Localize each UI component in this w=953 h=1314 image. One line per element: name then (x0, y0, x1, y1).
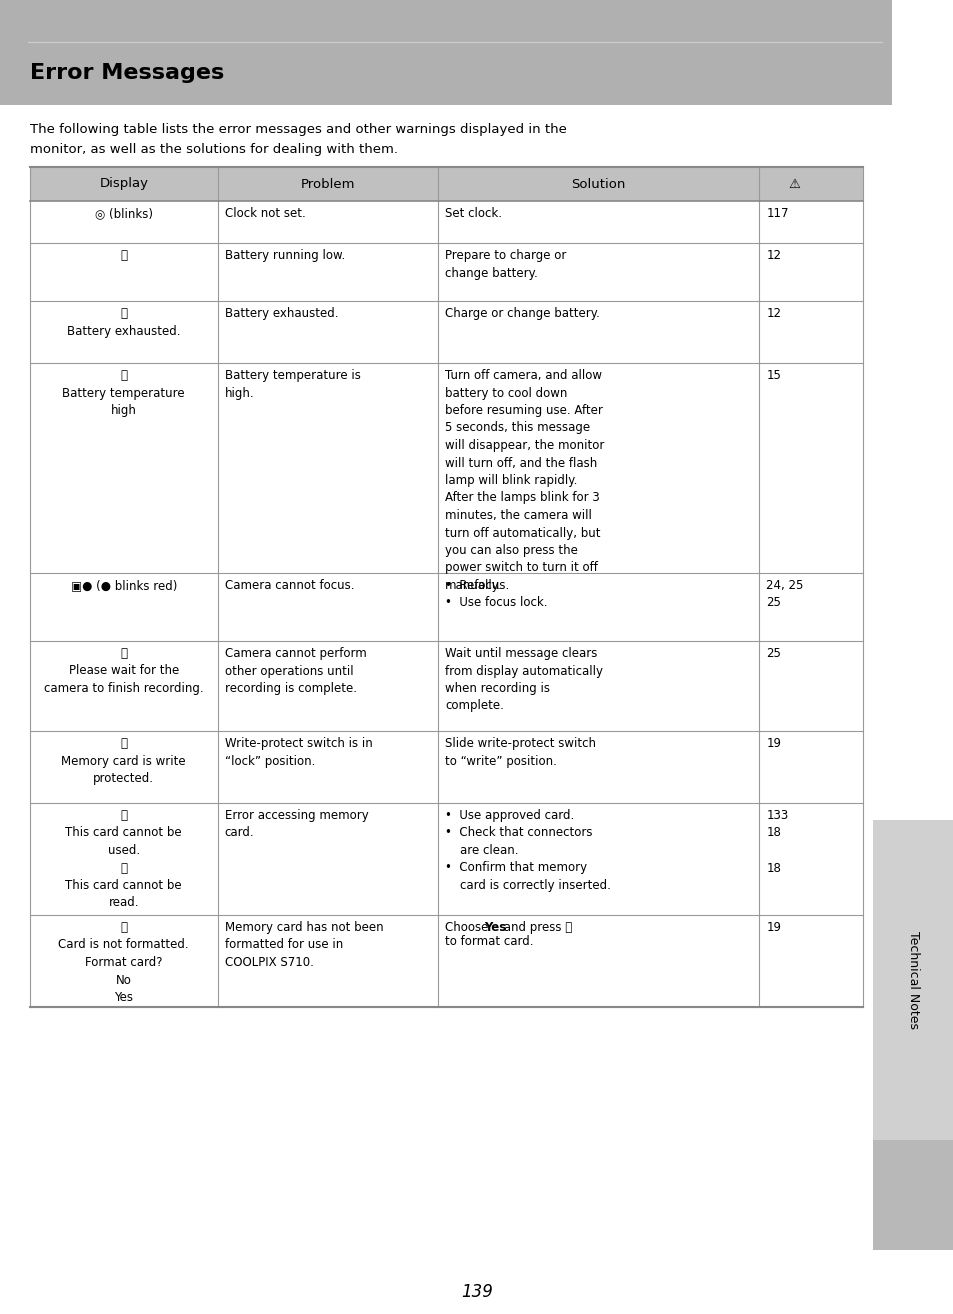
Text: Write-protect switch is in
“lock” position.: Write-protect switch is in “lock” positi… (224, 737, 372, 767)
Text: ⓘ
Card is not formatted.
Format card?
No
Yes: ⓘ Card is not formatted. Format card? No… (58, 921, 189, 1004)
Text: Battery temperature is
high.: Battery temperature is high. (224, 369, 360, 399)
Text: Choose: Choose (445, 921, 492, 934)
Text: ⓘ
Please wait for the
camera to finish recording.: ⓘ Please wait for the camera to finish r… (44, 646, 203, 695)
Bar (30, 167, 862, 201)
Text: Clock not set.: Clock not set. (224, 208, 305, 219)
Text: Turn off camera, and allow
battery to cool down
before resuming use. After
5 sec: Turn off camera, and allow battery to co… (445, 369, 604, 593)
Bar (30, 803, 862, 915)
Text: ⎓: ⎓ (120, 248, 127, 261)
Bar (30, 731, 862, 803)
Text: Set clock.: Set clock. (445, 208, 502, 219)
Text: Slide write-protect switch
to “write” position.: Slide write-protect switch to “write” po… (445, 737, 596, 767)
Text: to format card.: to format card. (445, 936, 534, 949)
Text: 15: 15 (765, 369, 781, 382)
Text: ⓘ
Memory card is write
protected.: ⓘ Memory card is write protected. (61, 737, 186, 784)
Text: 25: 25 (765, 646, 781, 660)
Text: monitor, as well as the solutions for dealing with them.: monitor, as well as the solutions for de… (30, 143, 397, 156)
Text: ▣● (● blinks red): ▣● (● blinks red) (71, 579, 176, 593)
Bar (30, 641, 862, 731)
Text: 12: 12 (765, 248, 781, 261)
Text: Display: Display (99, 177, 148, 191)
Bar (30, 915, 862, 1007)
Bar (30, 201, 862, 243)
Text: 117: 117 (765, 208, 788, 219)
Text: ⓘ
Battery temperature
high: ⓘ Battery temperature high (62, 369, 185, 417)
Text: •  Use approved card.
•  Check that connectors
    are clean.
•  Confirm that me: • Use approved card. • Check that connec… (445, 809, 611, 892)
Text: ⓘ
This card cannot be
used.
ⓘ
This card cannot be
read.: ⓘ This card cannot be used. ⓘ This card … (66, 809, 182, 909)
Text: Camera cannot focus.: Camera cannot focus. (224, 579, 354, 593)
Bar (30, 301, 862, 363)
Text: Memory card has not been
formatted for use in
COOLPIX S710.: Memory card has not been formatted for u… (224, 921, 383, 968)
Text: Problem: Problem (300, 177, 355, 191)
Text: Solution: Solution (571, 177, 625, 191)
Text: Battery exhausted.: Battery exhausted. (224, 307, 337, 321)
Text: Error Messages: Error Messages (30, 63, 224, 83)
Text: ◎ (blinks): ◎ (blinks) (94, 208, 152, 219)
Text: 24, 25
25: 24, 25 25 (765, 579, 802, 610)
Bar (30, 573, 862, 641)
Text: Prepare to charge or
change battery.: Prepare to charge or change battery. (445, 248, 566, 280)
Text: 12: 12 (765, 307, 781, 321)
Text: Error accessing memory
card.: Error accessing memory card. (224, 809, 368, 840)
Bar (30, 243, 862, 301)
Text: Charge or change battery.: Charge or change battery. (445, 307, 599, 321)
Bar (30, 363, 862, 573)
Text: •  Refocus.
•  Use focus lock.: • Refocus. • Use focus lock. (445, 579, 547, 610)
Text: 133
18

18: 133 18 18 (765, 809, 787, 875)
Text: 19: 19 (765, 921, 781, 934)
Bar (0, 0, 891, 105)
Bar (872, 820, 953, 1250)
Text: Battery running low.: Battery running low. (224, 248, 344, 261)
Text: Camera cannot perform
other operations until
recording is complete.: Camera cannot perform other operations u… (224, 646, 366, 695)
Text: ⚠: ⚠ (788, 177, 800, 191)
Text: The following table lists the error messages and other warnings displayed in the: The following table lists the error mess… (30, 124, 566, 137)
Text: 19: 19 (765, 737, 781, 750)
Text: and press Ⓜ: and press Ⓜ (499, 921, 572, 934)
Text: Technical Notes: Technical Notes (906, 932, 919, 1029)
Text: ⓘ
Battery exhausted.: ⓘ Battery exhausted. (67, 307, 180, 338)
Text: Wait until message clears
from display automatically
when recording is
complete.: Wait until message clears from display a… (445, 646, 602, 712)
Bar (872, 1141, 953, 1250)
Text: 139: 139 (460, 1282, 493, 1301)
Text: Yes: Yes (483, 921, 506, 934)
